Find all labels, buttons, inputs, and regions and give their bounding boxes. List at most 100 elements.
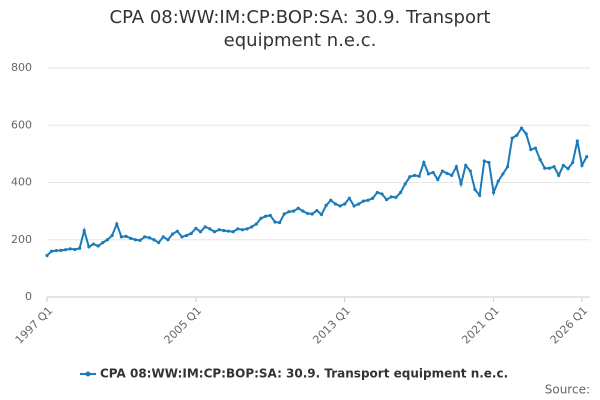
- point: [203, 225, 207, 229]
- chart-title: CPA 08:WW:IM:CP:BOP:SA: 30.9. Transport …: [109, 7, 491, 51]
- point: [482, 159, 486, 163]
- point: [408, 175, 412, 179]
- point: [585, 155, 589, 159]
- point: [329, 198, 333, 202]
- point: [352, 204, 356, 208]
- point: [157, 241, 161, 245]
- point: [59, 248, 63, 252]
- point: [82, 228, 86, 233]
- point: [380, 192, 384, 196]
- point: [515, 133, 519, 137]
- y-tick-label: 600: [11, 118, 32, 131]
- point: [324, 203, 328, 207]
- point: [468, 169, 472, 173]
- point: [361, 199, 365, 203]
- point: [403, 182, 407, 186]
- point: [519, 126, 524, 130]
- point: [426, 172, 431, 176]
- point: [543, 166, 547, 170]
- point: [138, 238, 142, 242]
- point: [226, 229, 231, 233]
- point: [180, 235, 184, 239]
- point: [547, 166, 552, 170]
- point: [496, 179, 500, 183]
- point: [371, 196, 375, 200]
- point: [398, 190, 403, 195]
- point: [454, 165, 458, 169]
- point: [464, 163, 468, 167]
- point: [394, 195, 398, 199]
- point: [184, 233, 189, 238]
- point: [431, 170, 435, 175]
- point: [245, 227, 249, 231]
- point: [115, 222, 119, 226]
- point: [580, 163, 584, 167]
- point: [45, 253, 49, 258]
- point: [417, 174, 421, 178]
- point: [73, 247, 77, 252]
- point: [445, 171, 449, 175]
- y-tick-label: 800: [11, 61, 32, 74]
- point: [212, 230, 217, 234]
- point: [50, 249, 54, 253]
- y-tick-label: 400: [11, 176, 32, 189]
- point: [412, 173, 417, 177]
- x-tick-label: 2026 Q1: [548, 304, 591, 347]
- point: [459, 182, 463, 186]
- point: [478, 193, 482, 197]
- point: [571, 160, 575, 165]
- point: [175, 229, 179, 233]
- point: [333, 202, 338, 206]
- point: [296, 206, 300, 210]
- point: [566, 167, 570, 171]
- point: [194, 226, 198, 230]
- point: [366, 198, 370, 202]
- point: [101, 241, 105, 245]
- point: [347, 196, 351, 200]
- point: [473, 188, 477, 192]
- point: [538, 158, 542, 162]
- point: [385, 198, 389, 202]
- source-label: Source:: [545, 383, 590, 397]
- point: [505, 165, 510, 169]
- legend-label: CPA 08:WW:IM:CP:BOP:SA: 30.9. Transport …: [100, 367, 508, 381]
- point: [171, 232, 175, 236]
- point: [557, 173, 561, 177]
- point: [524, 132, 528, 136]
- y-tick-label: 0: [25, 290, 32, 303]
- point: [357, 202, 361, 206]
- y-tick-label: 200: [11, 233, 32, 246]
- point: [450, 173, 454, 177]
- point: [147, 236, 151, 240]
- point: [105, 238, 110, 242]
- point: [375, 190, 379, 195]
- point: [259, 216, 263, 220]
- point: [305, 211, 310, 216]
- point: [64, 248, 68, 252]
- point: [250, 225, 254, 229]
- point: [552, 165, 556, 169]
- point: [54, 249, 58, 253]
- point: [436, 178, 440, 182]
- point: [301, 209, 305, 213]
- point: [282, 212, 286, 216]
- point: [240, 228, 244, 232]
- point: [222, 228, 226, 233]
- point: [268, 213, 272, 218]
- x-tick-label: 1997 Q1: [13, 304, 56, 347]
- point: [338, 204, 342, 208]
- point: [87, 245, 91, 249]
- point: [575, 139, 579, 143]
- point: [189, 231, 193, 236]
- point: [319, 212, 324, 217]
- point: [254, 222, 258, 226]
- point: [208, 227, 212, 231]
- point: [273, 220, 277, 224]
- point: [389, 195, 393, 199]
- point: [143, 235, 147, 239]
- point: [264, 214, 268, 218]
- point: [133, 238, 137, 242]
- point: [119, 235, 124, 239]
- point: [440, 169, 445, 173]
